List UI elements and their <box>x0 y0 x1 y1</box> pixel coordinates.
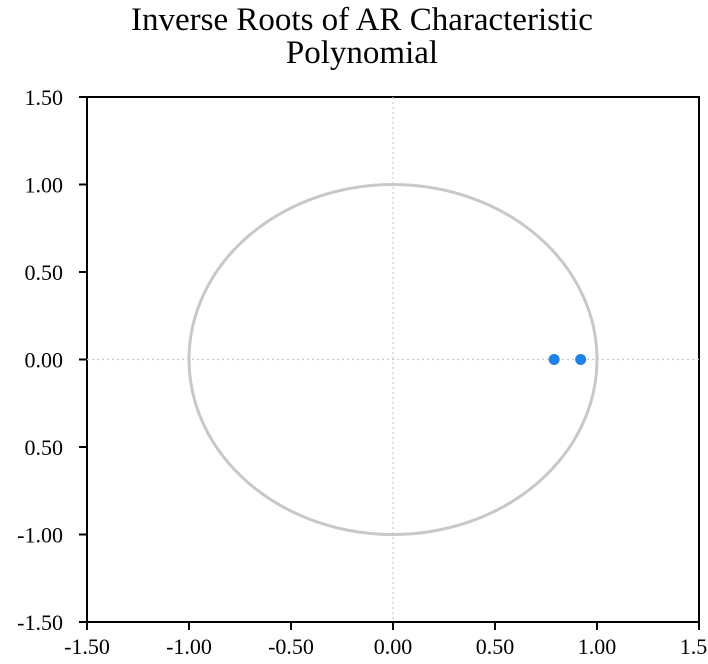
x-tick-label: 0.00 <box>374 634 413 659</box>
x-tick-label: -0.50 <box>268 634 314 659</box>
chart-title: Inverse Roots of AR Characteristic Polyn… <box>0 4 708 70</box>
root-point-1 <box>548 354 560 365</box>
y-tick-label: 0.00 <box>25 348 64 373</box>
y-tick-label: 1.00 <box>25 173 64 198</box>
y-tick-label: 0.50 <box>25 435 64 460</box>
root-points <box>548 354 587 365</box>
x-axis-ticks: -1.50 -1.00 -0.50 0.00 0.50 1.00 1.50 <box>64 622 708 659</box>
x-tick-label: 1.50 <box>680 634 708 659</box>
x-tick-label: -1.00 <box>166 634 212 659</box>
y-tick-label: 0.50 <box>25 260 64 285</box>
reference-lines <box>87 97 699 622</box>
x-tick-label: 0.50 <box>476 634 515 659</box>
y-tick-label: 1.50 <box>25 85 64 110</box>
unit-circle <box>187 183 599 536</box>
unit-circle-group <box>187 183 599 536</box>
chart-title-line-1: Inverse Roots of AR Characteristic <box>131 2 593 38</box>
x-tick-label: 1.00 <box>578 634 617 659</box>
y-axis-ticks: 1.50 1.00 0.50 0.00 0.50 -1.00 -1.50 <box>17 85 87 635</box>
y-tick-label: -1.50 <box>17 610 63 635</box>
chart-title-line-2: Polynomial <box>285 35 439 71</box>
root-point-2 <box>575 354 587 365</box>
y-tick-label: -1.00 <box>17 523 63 548</box>
x-tick-label: -1.50 <box>64 634 110 659</box>
